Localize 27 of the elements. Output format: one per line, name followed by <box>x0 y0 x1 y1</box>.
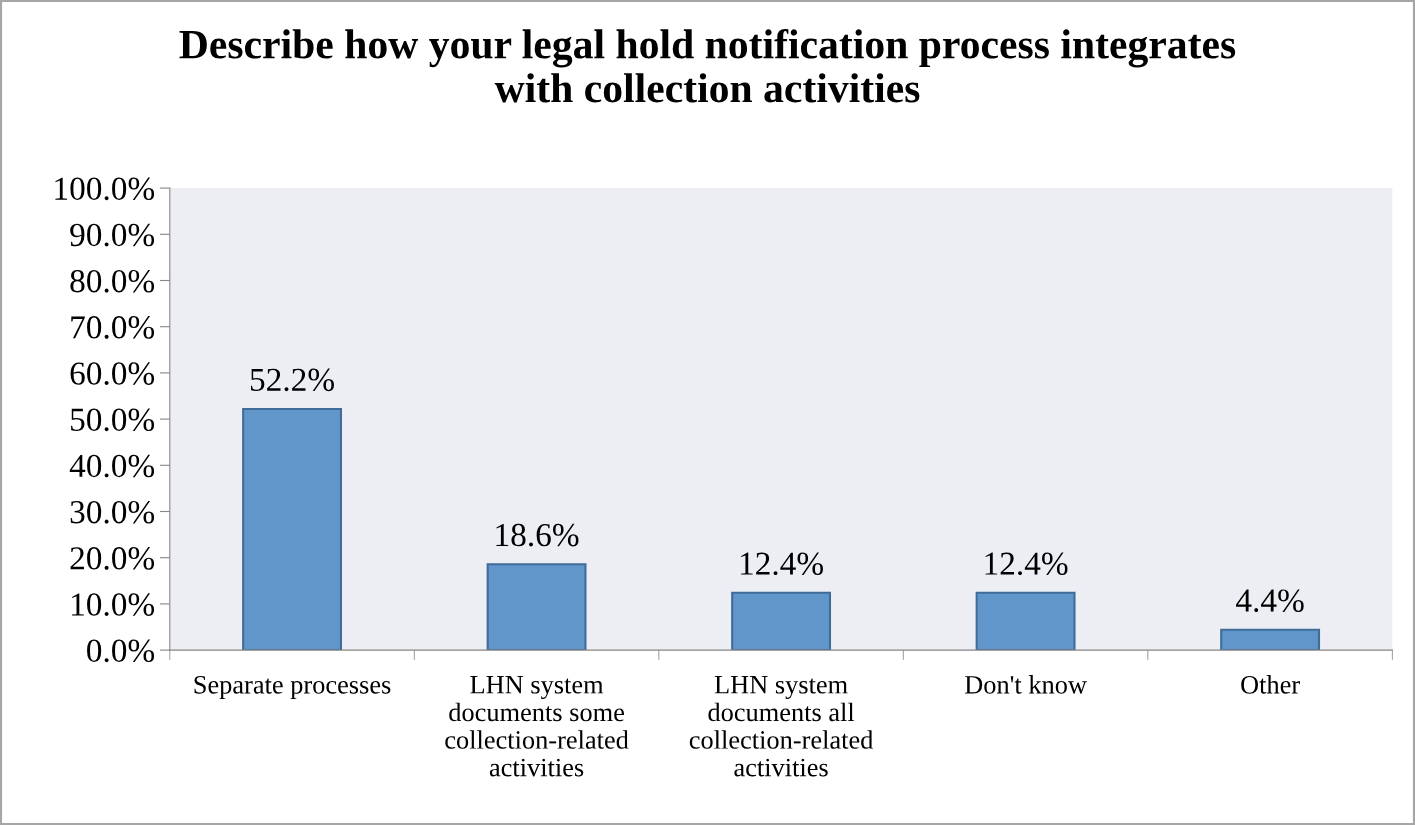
x-tick-label: Other <box>1241 675 1300 694</box>
chart-title: Describe how your legal hold notification process integrates with collection activities <box>179 28 1236 103</box>
y-tick-label: 80.0% <box>70 269 155 293</box>
data-label: 52.2% <box>250 368 334 392</box>
bar <box>242 407 342 651</box>
y-tick-label: 20.0% <box>70 547 155 570</box>
bar <box>975 591 1076 651</box>
data-label: 18.6% <box>496 523 579 547</box>
y-tick-label: 30.0% <box>70 500 155 524</box>
x-tick-label: Don't know <box>964 675 1087 694</box>
y-tick-label: 10.0% <box>72 593 155 616</box>
bar <box>486 563 587 651</box>
data-label: 4.4% <box>1236 589 1304 613</box>
x-tick-label: LHN system documents all collection-related activities <box>689 676 874 777</box>
y-tick-label: 0.0% <box>87 639 155 663</box>
y-tick-label: 100.0% <box>55 177 155 201</box>
y-tick-label: 70.0% <box>71 316 155 339</box>
y-tick-label: 40.0% <box>69 454 155 478</box>
bar <box>731 591 832 651</box>
y-tick-label: 90.0% <box>70 223 155 247</box>
x-tick-label: LHN system documents some collection-related activities <box>445 676 629 777</box>
y-tick-label: 60.0% <box>70 362 155 385</box>
x-tick-label: Separate processes <box>194 675 391 700</box>
bar <box>1220 628 1321 651</box>
data-label: 12.4% <box>740 552 823 576</box>
data-label: 12.4% <box>985 552 1068 576</box>
y-tick-label: 50.0% <box>71 408 155 432</box>
